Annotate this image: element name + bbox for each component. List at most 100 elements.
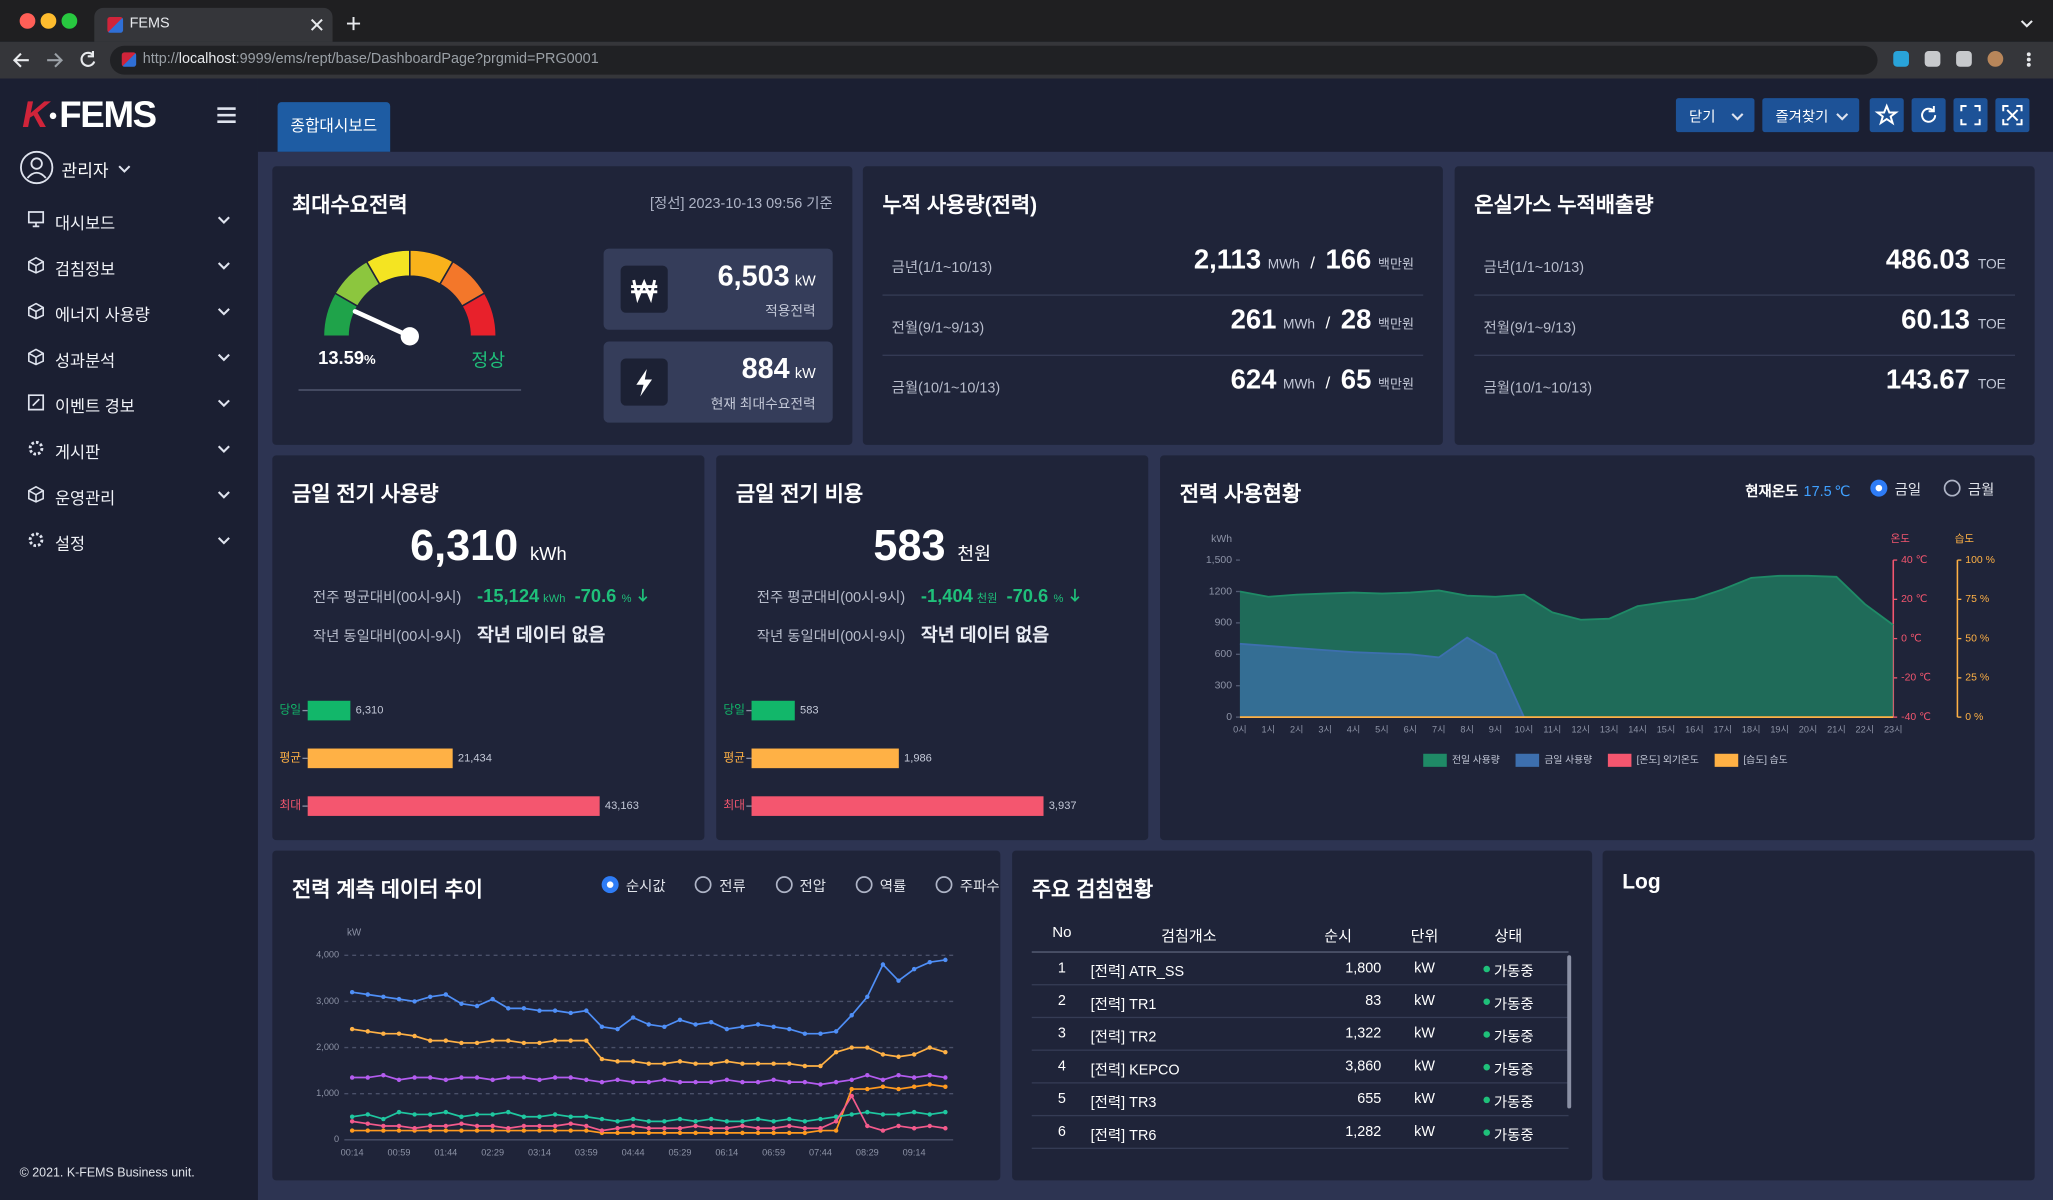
- menu-item[interactable]: 게시판: [0, 433, 258, 464]
- icon-button[interactable]: [1911, 98, 1946, 133]
- radio-label[interactable]: 전압: [799, 879, 827, 896]
- tab-close[interactable]: [310, 18, 323, 31]
- status-dot: [1483, 1063, 1490, 1071]
- radio-label[interactable]: 금일: [1894, 482, 1922, 499]
- data-point: [490, 1123, 495, 1129]
- temp-label: 현재온도: [1745, 484, 1799, 500]
- menu-item[interactable]: 이벤트 경보: [0, 387, 258, 418]
- big-number: 583: [873, 520, 946, 570]
- row-divider: [1474, 294, 2016, 296]
- area-fill: [1239, 637, 1524, 718]
- new-tab[interactable]: [346, 17, 361, 31]
- data-point: [865, 1045, 870, 1050]
- x-tick-label: 07:44: [809, 1147, 832, 1157]
- radio-label[interactable]: 주파수: [959, 879, 1000, 896]
- data-point: [787, 1130, 792, 1136]
- radio-button[interactable]: [855, 875, 873, 894]
- extension-icon[interactable]: [1924, 51, 1941, 67]
- header-button[interactable]: 즐겨찾기: [1762, 98, 1860, 133]
- data-point: [943, 1126, 948, 1131]
- chevron-icon: [217, 308, 230, 316]
- hamburger-line[interactable]: [217, 120, 236, 124]
- toolbar: http://localhost:9999/ems/rept/base/Dash…: [0, 41, 2053, 79]
- extension-icon[interactable]: [1956, 51, 1972, 67]
- data-point: [724, 1119, 730, 1124]
- tab-bar: FEMS: [0, 0, 2053, 42]
- radio-label[interactable]: 순시값: [625, 879, 666, 896]
- no-data: 작년 데이터 없음: [477, 624, 606, 646]
- radio-button[interactable]: [1943, 479, 1961, 497]
- menu-item[interactable]: 에너지 사용량: [0, 296, 258, 327]
- data-point: [818, 1063, 823, 1069]
- data-point: [911, 1126, 917, 1131]
- table-row[interactable]: 3 [전력] TR2 1,322 kW 가동중: [1031, 1018, 1569, 1051]
- radio-label[interactable]: 역률: [879, 879, 907, 896]
- data-point: [911, 966, 917, 972]
- table-row[interactable]: 4 [전력] KEPCO 3,860 kW 가동중: [1031, 1051, 1569, 1084]
- data-point: [677, 1126, 683, 1131]
- radio-button[interactable]: [935, 875, 953, 894]
- icon-button[interactable]: [1869, 98, 1904, 133]
- window-control[interactable]: [61, 13, 78, 29]
- menu-icon: [28, 348, 44, 366]
- browser-tab[interactable]: FEMS: [94, 7, 333, 42]
- hamburger-line[interactable]: [217, 107, 236, 110]
- radio-button[interactable]: [775, 875, 793, 894]
- data-point: [506, 1126, 511, 1131]
- extension-icon[interactable]: [1893, 51, 1909, 67]
- data-point: [755, 1022, 761, 1027]
- data-point: [646, 1061, 651, 1066]
- radio-button[interactable]: [1870, 479, 1888, 497]
- data-point: [568, 1010, 573, 1016]
- radio-label[interactable]: 전류: [719, 879, 746, 896]
- data-point: [833, 1128, 839, 1133]
- table-row[interactable]: 2 [전력] TR1 83 kW 가동중: [1031, 985, 1569, 1019]
- x-tick-label: 22시: [1856, 725, 1875, 735]
- reload-button[interactable]: [80, 51, 96, 67]
- page-tab[interactable]: 종합대시보드: [277, 102, 391, 152]
- yearly-compare: 작년 동일대비(00시-9시) 작년 데이터 없음: [757, 622, 1049, 648]
- hamburger-line[interactable]: [217, 113, 236, 117]
- y-tick-label: 0: [1226, 712, 1232, 723]
- data-point: [552, 1112, 558, 1117]
- user-name[interactable]: 관리자: [61, 160, 109, 181]
- table-row[interactable]: 5 [전력] TR3 655 kW 가동중: [1031, 1084, 1569, 1117]
- data-point: [490, 1128, 495, 1133]
- panel-title: 전력 사용현황: [1179, 484, 1302, 507]
- header-button[interactable]: 닫기: [1675, 98, 1755, 133]
- address-bar[interactable]: http://localhost:9999/ems/rept/base/Dash…: [109, 45, 1878, 75]
- extension-icon[interactable]: [1987, 51, 2004, 67]
- menu-item[interactable]: 대시보드: [0, 204, 258, 235]
- data-point: [708, 1130, 714, 1136]
- data-point: [693, 1130, 698, 1136]
- menu-item[interactable]: 설정: [0, 525, 258, 556]
- data-point: [693, 1022, 698, 1027]
- radio-label[interactable]: 금월: [1967, 482, 1995, 499]
- data-point: [521, 1040, 527, 1046]
- window-control[interactable]: [40, 13, 57, 29]
- menu-item[interactable]: 운영관리: [0, 479, 258, 510]
- y-tick-label: 0: [334, 1134, 339, 1144]
- menu-item[interactable]: 성과분석: [0, 342, 258, 373]
- data-point: [427, 1123, 433, 1129]
- no-data: 작년 데이터 없음: [920, 624, 1050, 646]
- row-divider: [882, 354, 1424, 356]
- window-control[interactable]: [19, 13, 36, 29]
- trend-chart: 0 1,000 2,000 3,000 4,000 kW 00:14 00:59 01:44 02…: [316, 928, 954, 1157]
- cell-status: 가동중: [1493, 1029, 1534, 1046]
- tab-title: FEMS: [129, 15, 170, 32]
- axis-tick-label: 0 ℃: [1901, 633, 1922, 644]
- table-row[interactable]: 6 [전력] TR6 1,282 kW 가동중: [1031, 1116, 1569, 1149]
- diff-value: -15,124: [477, 584, 540, 606]
- icon-button[interactable]: [1953, 98, 1988, 133]
- bar-value-label: 583: [800, 705, 819, 717]
- axis-tick-label: 75 %: [1965, 594, 1989, 605]
- radio-button[interactable]: [601, 875, 619, 894]
- back-button[interactable]: [12, 52, 29, 68]
- menu-item[interactable]: 검침정보: [0, 250, 258, 281]
- forward-button[interactable]: [47, 52, 64, 68]
- table-row[interactable]: 1 [전력] ATR_SS 1,800 kW 가동중: [1031, 953, 1569, 986]
- radio-button[interactable]: [694, 875, 713, 894]
- icon-button[interactable]: [1995, 98, 2030, 133]
- scrollbar[interactable]: [1567, 955, 1572, 1109]
